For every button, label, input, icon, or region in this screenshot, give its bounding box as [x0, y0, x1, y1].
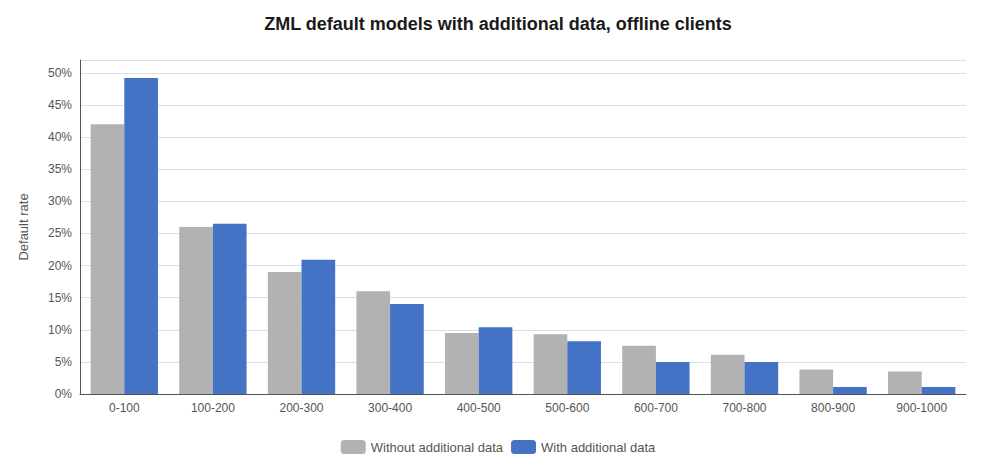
svg-text:5%: 5% [55, 355, 73, 369]
svg-text:30%: 30% [48, 194, 72, 208]
svg-text:600-700: 600-700 [634, 401, 678, 415]
svg-text:25%: 25% [48, 226, 72, 240]
svg-text:700-800: 700-800 [722, 401, 766, 415]
svg-text:45%: 45% [48, 98, 72, 112]
svg-text:200-300: 200-300 [279, 401, 323, 415]
svg-text:500-600: 500-600 [545, 401, 589, 415]
svg-text:20%: 20% [48, 259, 72, 273]
svg-text:400-500: 400-500 [457, 401, 501, 415]
svg-text:10%: 10% [48, 323, 72, 337]
svg-text:800-900: 800-900 [811, 401, 855, 415]
svg-text:15%: 15% [48, 291, 72, 305]
svg-text:Default rate: Default rate [16, 193, 31, 260]
svg-text:With additional data: With additional data [541, 440, 656, 455]
svg-text:50%: 50% [48, 66, 72, 80]
svg-text:0-100: 0-100 [109, 401, 140, 415]
svg-text:ZML default models with additi: ZML default models with additional data,… [264, 14, 732, 34]
svg-text:300-400: 300-400 [368, 401, 412, 415]
svg-text:100-200: 100-200 [191, 401, 235, 415]
svg-text:Without additional data: Without additional data [371, 440, 504, 455]
svg-text:0%: 0% [55, 387, 73, 401]
svg-text:35%: 35% [48, 162, 72, 176]
svg-text:40%: 40% [48, 130, 72, 144]
svg-text:900-1000: 900-1000 [896, 401, 947, 415]
